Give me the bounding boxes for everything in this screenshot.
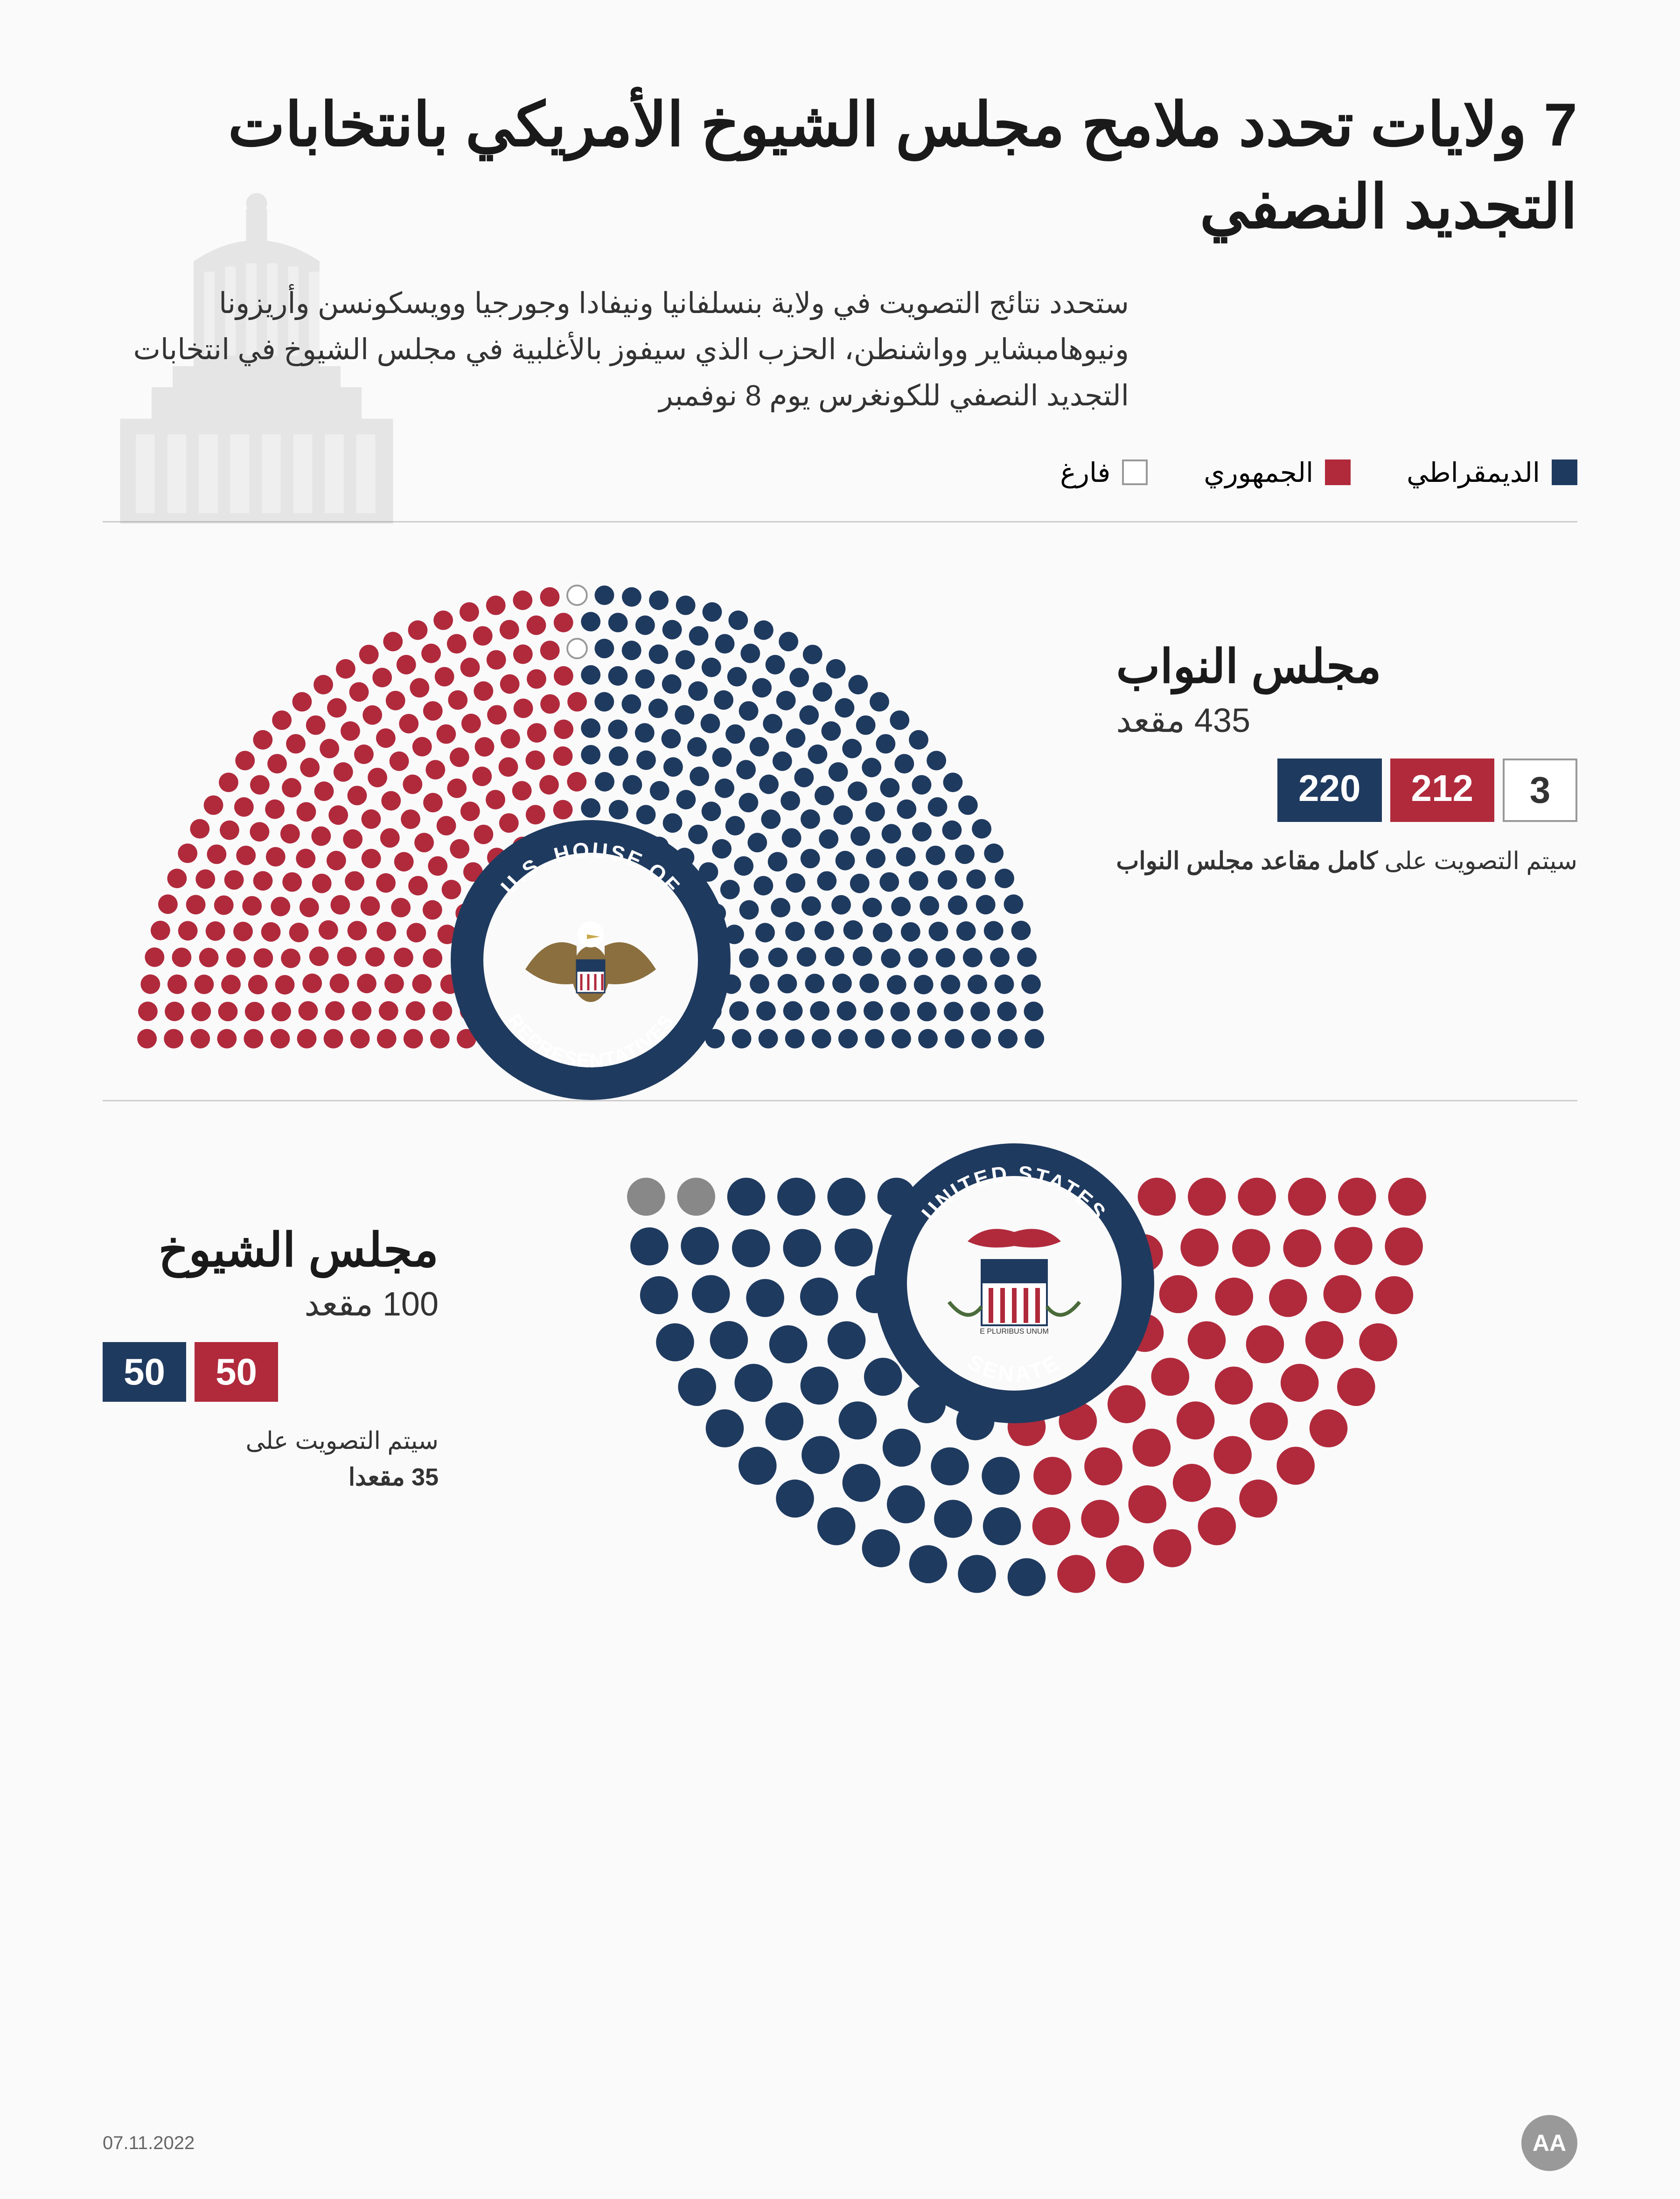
swatch-vacant	[1122, 459, 1148, 485]
swatch-republican	[1325, 459, 1351, 485]
main-title: 7 ولايات تحدد ملامح مجلس الشيوخ الأمريكي…	[103, 84, 1577, 248]
divider-mid	[103, 1100, 1577, 1101]
legend-democrat: الديمقراطي	[1407, 457, 1577, 488]
legend-democrat-label: الديمقراطي	[1407, 457, 1540, 488]
senate-seal-icon: UNITED STATES SENATE E PLURIBUS UNUM	[870, 1139, 1159, 1428]
footer-date: 07.11.2022	[103, 2133, 195, 2154]
house-section: مجلس النواب 435 مقعد 220 212 3 سيتم التص…	[103, 555, 1577, 1068]
legend-republican: الجمهوري	[1204, 457, 1351, 488]
senate-section: UNITED STATES SENATE E PLURIBUS UNUM	[103, 1167, 1577, 1770]
legend: الديمقراطي الجمهوري فارغ	[103, 457, 1577, 488]
senate-dem-box: 50	[103, 1342, 186, 1402]
house-rep-box: 212	[1390, 759, 1494, 822]
senate-seats-label: 100 مقعد	[103, 1284, 439, 1323]
legend-vacant: فارغ	[1060, 457, 1148, 488]
subtitle: ستحدد نتائج التصويت في ولاية بنسلفانيا و…	[103, 280, 1129, 419]
senate-rep-box: 50	[195, 1342, 278, 1402]
house-title: مجلس النواب	[1116, 639, 1577, 694]
footer: AA 07.11.2022	[103, 2115, 1577, 2171]
house-dem-box: 220	[1277, 759, 1381, 822]
senate-note: سيتم التصويت على35 مقعدا	[103, 1423, 439, 1496]
legend-vacant-label: فارغ	[1060, 457, 1110, 488]
house-seats-label: 435 مقعد	[1116, 701, 1577, 740]
house-note: سيتم التصويت على كامل مقاعد مجلس النواب	[1116, 843, 1577, 879]
house-vacant-box: 3	[1503, 759, 1577, 822]
svg-text:E PLURIBUS UNUM: E PLURIBUS UNUM	[980, 1328, 1049, 1336]
swatch-democrat	[1552, 459, 1577, 485]
agency-logo-icon: AA	[1521, 2115, 1577, 2171]
house-seal-icon: U.S. HOUSE OF REPRESENTATIVES	[446, 815, 735, 1105]
senate-title: مجلس الشيوخ	[103, 1223, 439, 1277]
legend-republican-label: الجمهوري	[1204, 457, 1313, 488]
